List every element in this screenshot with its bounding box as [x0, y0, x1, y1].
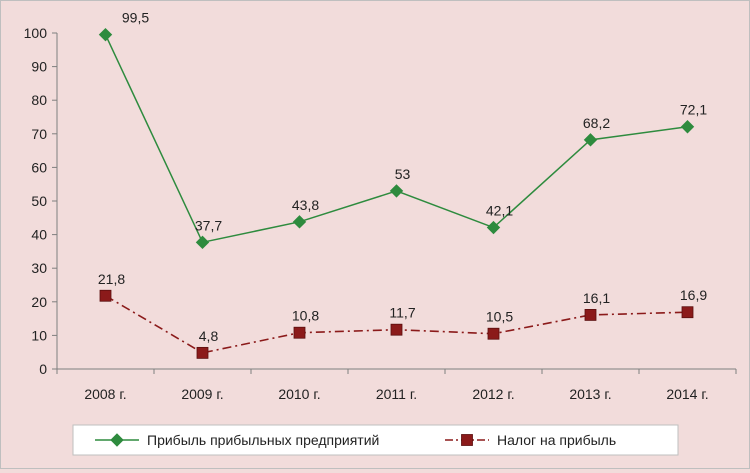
y-tick-label: 30: [31, 260, 47, 276]
data-point: [389, 184, 404, 198]
x-tick-label: 2014 г.: [666, 386, 708, 402]
data-point: [196, 346, 209, 359]
x-tick-label: 2009 г.: [181, 386, 223, 402]
legend-marker-1: [461, 434, 473, 446]
series-line-0: [104, 34, 688, 244]
y-tick-label: 60: [31, 159, 47, 175]
y-tick-label: 80: [31, 92, 47, 108]
data-point: [195, 235, 210, 250]
y-tick-label: 90: [31, 59, 47, 75]
data-label: 10,5: [486, 309, 513, 325]
data-label: 21,8: [98, 271, 125, 287]
data-point: [584, 309, 597, 321]
x-tick-label: 2012 г.: [472, 386, 514, 402]
data-label: 10,8: [292, 308, 319, 324]
y-tick-label: 50: [31, 193, 47, 209]
y-tick-label: 100: [24, 25, 48, 41]
data-label: 16,1: [583, 290, 610, 306]
data-label: 99,5: [122, 10, 149, 26]
data-point: [390, 323, 403, 336]
data-label: 53: [395, 166, 411, 182]
data-point: [583, 133, 598, 147]
legend-label: Прибыль прибыльных предприятий: [147, 432, 379, 448]
data-point: [680, 120, 695, 134]
data-label: 37,7: [195, 217, 222, 233]
x-tick-label: 2011 г.: [376, 386, 417, 402]
data-label: 11,7: [389, 305, 415, 321]
y-tick-label: 40: [31, 227, 47, 243]
data-label: 4,8: [199, 328, 219, 344]
data-label: 72,1: [680, 102, 707, 118]
y-tick-label: 10: [31, 327, 47, 343]
data-point: [681, 306, 694, 319]
y-tick-label: 70: [31, 126, 47, 142]
data-point: [292, 215, 307, 229]
data-label: 43,8: [292, 197, 319, 213]
data-point: [99, 289, 112, 302]
y-tick-label: 20: [31, 294, 47, 310]
legend-box: [72, 424, 679, 456]
x-tick-label: 2010 г.: [278, 386, 320, 402]
x-tick-label: 2013 г.: [569, 386, 611, 402]
data-label: 16,9: [680, 287, 707, 303]
data-point: [293, 326, 306, 339]
data-point: [487, 327, 500, 340]
data-label: 68,2: [583, 115, 610, 131]
legend-marker-0: [110, 433, 124, 447]
data-point: [486, 220, 501, 235]
data-point: [98, 27, 113, 42]
y-tick-label: 0: [39, 361, 47, 377]
data-label: 42,1: [486, 203, 513, 219]
legend-label: Налог на прибыль: [497, 432, 616, 448]
x-tick-label: 2008 г.: [84, 386, 126, 402]
